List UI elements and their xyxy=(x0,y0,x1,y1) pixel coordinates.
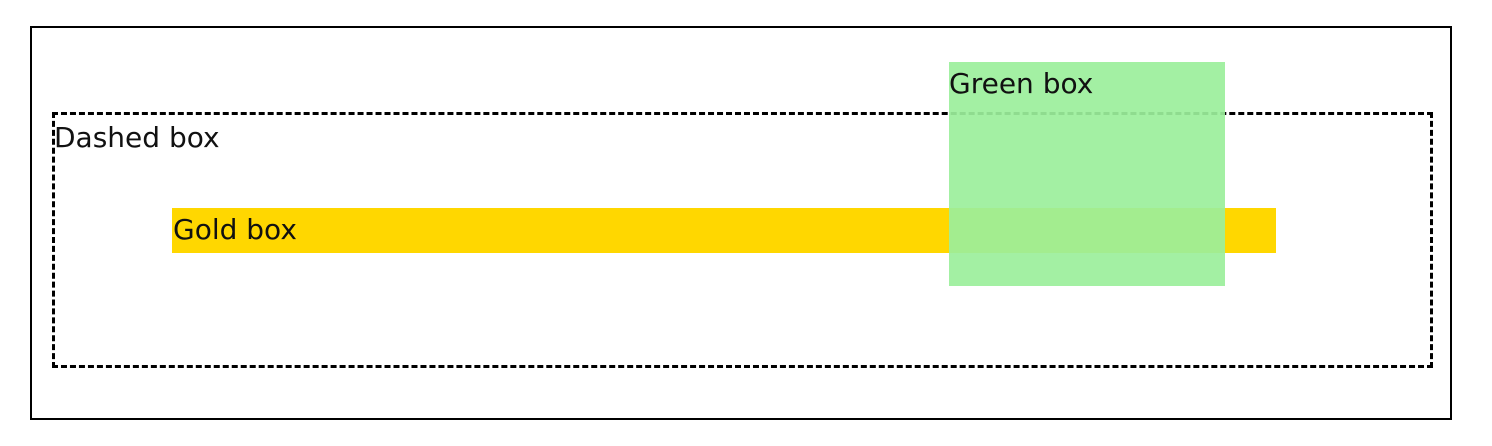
dashed-box-label: Dashed box xyxy=(54,122,220,154)
green-box-label: Green box xyxy=(949,68,1093,100)
gold-box-label: Gold box xyxy=(173,214,297,246)
